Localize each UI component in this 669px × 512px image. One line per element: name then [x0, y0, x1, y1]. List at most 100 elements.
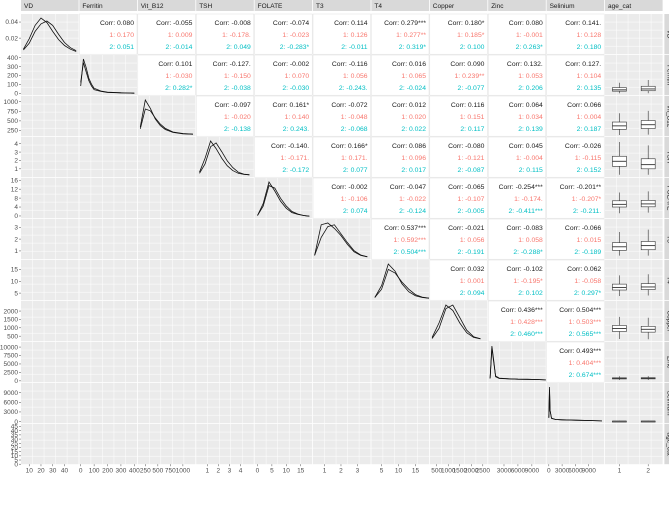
correlation-overall-label: Corr: 0.045 — [509, 143, 543, 150]
y-tick-label: 0 — [14, 461, 18, 468]
panel-background — [546, 13, 605, 55]
y-tick-label: 0.02 — [5, 35, 18, 42]
y-tick-label: 30 — [11, 436, 19, 443]
correlation-panel: Corr: 0.066 1: 0.004 2: 0.187 — [546, 95, 605, 137]
plot-panel — [79, 383, 137, 424]
panel-background — [546, 54, 605, 96]
plot-panel — [21, 137, 79, 178]
plot-panel — [254, 219, 313, 260]
x-tick-label: 250 — [140, 468, 151, 475]
y-tick-label: 20 — [11, 445, 19, 452]
plot-panel — [605, 137, 663, 178]
x-tick-label: 5 — [270, 468, 274, 475]
correlation-overall-label: Corr: 0.032 — [450, 266, 484, 273]
correlation-overall-label: Corr: -0.254*** — [499, 184, 544, 191]
correlation-group1-label: 1: -0.058 — [574, 278, 601, 285]
correlation-group1-label: 1: 0.104 — [577, 73, 602, 80]
correlation-group1-label: 1: -0.178. — [222, 32, 251, 39]
x-tick-label: 3 — [228, 468, 232, 475]
plot-panel — [137, 342, 196, 383]
panel-background — [488, 342, 546, 383]
row-strip-label: Selinium — [665, 391, 669, 416]
correlation-overall-label: Corr: 0.537*** — [384, 225, 426, 232]
panel-background — [254, 342, 313, 383]
panel-background — [195, 54, 255, 96]
plot-panel — [313, 260, 371, 301]
plot-panel — [79, 178, 137, 219]
correlation-overall-label: Corr: 0.080 — [100, 20, 134, 27]
plot-panel — [254, 178, 313, 219]
plot-panel — [313, 383, 371, 424]
row-strip — [664, 178, 669, 219]
correlation-overall-label: Corr: 0.066 — [567, 102, 601, 109]
correlation-group2-label: 2: -0.211. — [573, 208, 601, 215]
correlation-group1-label: 1: -0.150 — [224, 73, 251, 80]
panel-background — [371, 136, 430, 178]
x-tick-label: 15 — [412, 468, 420, 475]
plot-panel — [371, 342, 429, 383]
panel-background — [137, 301, 196, 342]
y-tick-label: 4 — [14, 141, 18, 148]
plot-panel — [137, 137, 196, 178]
row-strip — [664, 342, 669, 383]
density-line-group1 — [199, 142, 250, 176]
plot-panel — [371, 260, 430, 301]
panel-background — [21, 383, 79, 424]
x-tick-label: 400 — [129, 468, 140, 475]
correlation-group2-label: 2: 0.135 — [577, 85, 602, 92]
correlation-panel: Corr: 0.537*** 1: 0.592*** 2: 0.504*** — [371, 218, 430, 260]
panel-background — [371, 95, 430, 137]
correlation-group2-label: 2: 0.206 — [518, 85, 543, 92]
correlation-panel: Corr: -0.127. 1: -0.150 2: -0.038 — [195, 54, 255, 96]
correlation-panel: Corr: 0.016 1: 0.065 2: -0.024 — [371, 54, 430, 96]
correlation-group2-label: 2: -0.283* — [280, 44, 310, 51]
x-tick-label: 15 — [297, 468, 305, 475]
correlation-group2-label: 2: 0.115 — [519, 167, 543, 174]
correlation-overall-label: Corr: -0.021 — [448, 225, 484, 232]
correlation-overall-label: Corr: 0.279*** — [384, 20, 426, 27]
y-tick-label: 16 — [11, 177, 19, 184]
correlation-group1-label: 1: 0.034 — [518, 114, 543, 121]
plot-panel — [605, 383, 663, 424]
panel-background — [137, 178, 196, 219]
correlation-panel: Corr: 0.279*** 1: 0.277** 2: 0.319* — [371, 13, 430, 55]
row-strip-label: Zinc — [665, 356, 669, 369]
correlation-group2-label: 2: -0.014 — [166, 44, 193, 51]
column-strip — [605, 0, 663, 11]
x-tick-label: 3000 — [555, 468, 570, 475]
density-line-group1 — [374, 263, 430, 299]
panel-background — [488, 383, 546, 424]
correlation-panel: Corr: -0.002 1: 0.070 2: -0.030 — [254, 54, 313, 96]
density-line-group2 — [199, 140, 250, 176]
plot-panel — [79, 96, 137, 137]
correlation-group1-label: 1: 0.151 — [460, 114, 485, 121]
correlation-overall-label: Corr: 0.090 — [450, 61, 484, 68]
panel-background — [79, 96, 137, 137]
correlation-panel: Corr: 0.166* 1: 0.171. 2: 0.077 — [312, 136, 371, 178]
correlation-group1-label: 1: -0.030 — [166, 73, 193, 80]
y-tick-label: 300 — [7, 64, 18, 71]
column-strip-label: VD — [24, 3, 33, 10]
panel-background — [312, 95, 371, 137]
correlation-group1-label: 1: -0.020 — [224, 114, 251, 121]
correlation-group2-label: 2: -0.172 — [282, 167, 309, 174]
correlation-group2-label: 2: 0.319* — [399, 44, 427, 51]
plot-panel — [488, 342, 546, 383]
column-strip — [488, 0, 546, 11]
correlation-panel: Corr: 0.127. 1: 0.104 2: 0.135 — [546, 54, 605, 96]
panel-background — [79, 137, 137, 178]
correlation-group1-label: 1: 0.056 — [343, 73, 368, 80]
correlation-panel: Corr: 0.116 1: 0.151 2: 0.117 — [429, 95, 488, 137]
correlation-group2-label: 2: -0.411*** — [509, 208, 544, 215]
panel-background — [488, 424, 546, 465]
panel-background — [429, 342, 488, 383]
plot-panel — [429, 424, 488, 465]
correlation-panel: Corr: 0.080 1: 0.170 2: 0.051 — [79, 13, 138, 55]
plot-panel — [254, 260, 313, 301]
correlation-group1-label: 1: 0.128 — [577, 32, 602, 39]
x-tick-label: 2000 — [464, 468, 479, 475]
correlation-group2-label: 2: 0.263* — [516, 44, 544, 51]
y-tick-label: 1500 — [4, 317, 19, 324]
row-strip-label: T3 — [665, 235, 669, 243]
column-strip — [254, 0, 313, 11]
